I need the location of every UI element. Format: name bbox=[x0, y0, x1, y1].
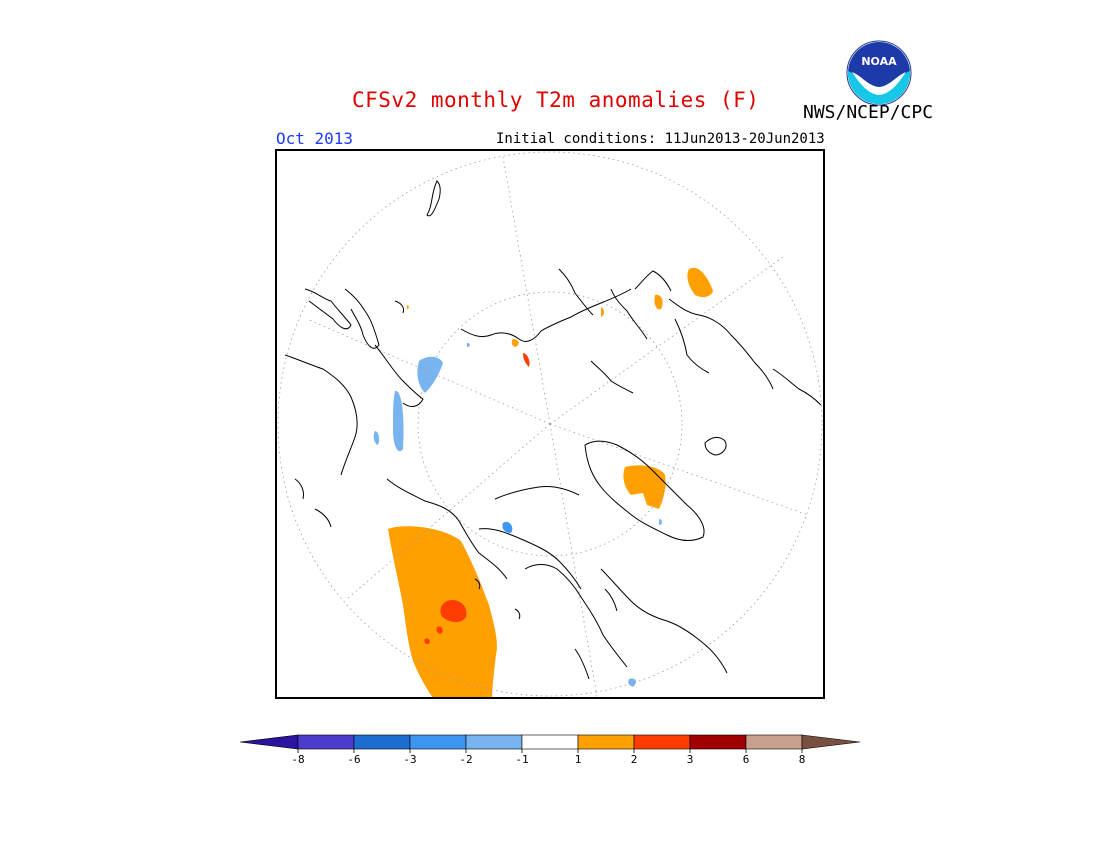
colorbar-bin bbox=[633, 734, 691, 750]
initial-conditions: Initial conditions: 11Jun2013-20Jun2013 bbox=[496, 131, 825, 147]
colorbar-bin bbox=[465, 734, 523, 750]
polar-map bbox=[275, 149, 825, 699]
colorbar-bin bbox=[409, 734, 467, 750]
colorbar-label: -2 bbox=[459, 753, 472, 766]
colorbar-bin bbox=[521, 734, 579, 750]
colorbar-label: -8 bbox=[291, 753, 304, 766]
noaa-logo: NOAA bbox=[846, 40, 912, 106]
colorbar-label: -3 bbox=[403, 753, 416, 766]
colorbar-label: -1 bbox=[515, 753, 528, 766]
colorbar: -8 -6 -3 -2 -1 1 2 3 6 8 bbox=[239, 734, 861, 766]
chart-title: CFSv2 monthly T2m anomalies (F) bbox=[352, 88, 760, 112]
colorbar-label: 2 bbox=[631, 753, 638, 766]
anomaly-shading bbox=[373, 267, 713, 698]
forecast-month: Oct 2013 bbox=[276, 129, 354, 148]
colorbar-bin bbox=[689, 734, 747, 750]
logo-text: NOAA bbox=[861, 55, 897, 68]
colorbar-bin bbox=[577, 734, 635, 750]
colorbar-label: 1 bbox=[575, 753, 582, 766]
colorbar-bin bbox=[745, 734, 803, 750]
colorbar-label: -6 bbox=[347, 753, 360, 766]
graticule bbox=[277, 151, 823, 698]
coastlines bbox=[284, 180, 822, 680]
colorbar-arrow-high bbox=[801, 734, 861, 750]
colorbar-bin bbox=[353, 734, 411, 750]
colorbar-arrow-low bbox=[239, 734, 299, 750]
colorbar-label: 8 bbox=[799, 753, 806, 766]
colorbar-bin bbox=[297, 734, 355, 750]
colorbar-label: 6 bbox=[743, 753, 750, 766]
agency-credit: NWS/NCEP/CPC bbox=[803, 102, 934, 123]
colorbar-label: 3 bbox=[687, 753, 694, 766]
